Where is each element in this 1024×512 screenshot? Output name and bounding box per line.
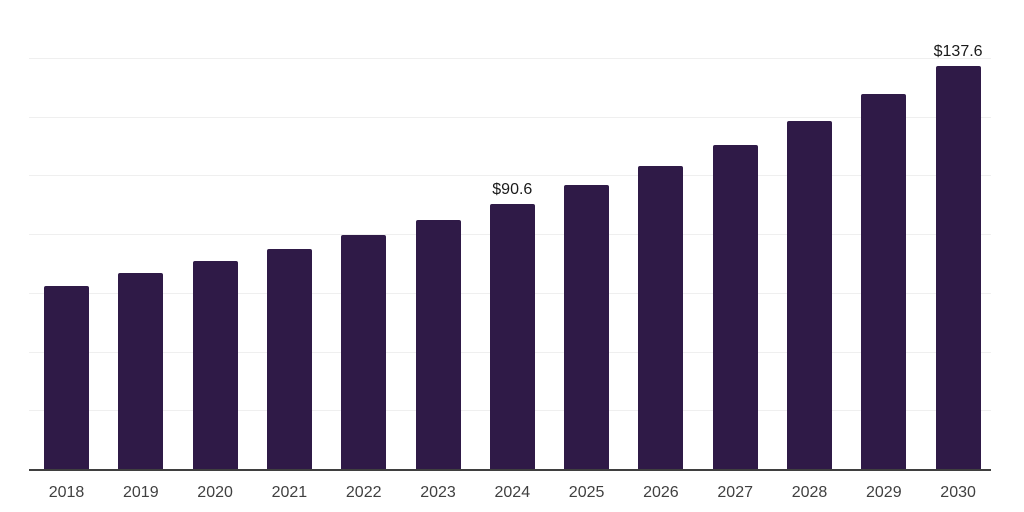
bar-2018 (44, 285, 89, 470)
x-tick-label-2018: 2018 (48, 484, 85, 501)
bar-2026 (638, 166, 684, 470)
bar-2023 (415, 220, 461, 470)
gridline (29, 57, 991, 59)
plot-area: $90.6 $137.6 (29, 0, 991, 471)
bar-2027 (712, 145, 758, 470)
x-tick-label-2024: 2024 (494, 484, 531, 501)
bar-2022 (341, 235, 387, 470)
bar-2021 (266, 248, 312, 470)
data-label-2024: $90.6 (492, 180, 533, 198)
x-tick-label-2019: 2019 (123, 484, 159, 501)
x-tick-label-2020: 2020 (197, 484, 233, 501)
gridline (29, 116, 991, 118)
bar-2030 (935, 65, 981, 470)
gridline (29, 175, 991, 177)
x-tick-label-2027: 2027 (717, 484, 753, 501)
bar-2019 (118, 273, 164, 470)
x-tick-label-2025: 2025 (568, 484, 605, 501)
x-axis-line (29, 469, 991, 471)
x-tick-label-2023: 2023 (420, 484, 456, 501)
x-tick-label-2021: 2021 (271, 484, 308, 501)
x-tick-label-2022: 2022 (345, 484, 382, 501)
bar-2024 (489, 203, 535, 470)
bar-2028 (787, 121, 832, 470)
x-tick-label-2028: 2028 (791, 484, 828, 501)
bar-2029 (861, 94, 907, 470)
bar-2020 (192, 261, 238, 470)
data-label-2030: $137.6 (933, 42, 983, 60)
x-tick-label-2029: 2029 (866, 484, 902, 501)
bar-2025 (564, 185, 610, 470)
x-tick-label-2026: 2026 (643, 484, 679, 501)
x-tick-label-2030: 2030 (940, 484, 976, 501)
